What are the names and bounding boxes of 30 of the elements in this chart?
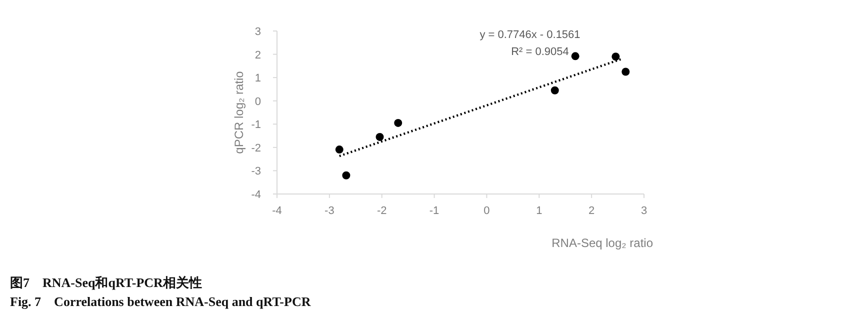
- point: [571, 52, 580, 60]
- point: [612, 52, 620, 61]
- x-tick-label: 2: [588, 205, 595, 217]
- point: [376, 132, 384, 141]
- y-tick-label: 1: [254, 72, 261, 85]
- x-tick-label: 3: [640, 205, 648, 217]
- y-axis-title: qPCR log₂ ratio: [232, 70, 246, 154]
- x-tick-label: -1: [429, 205, 440, 217]
- point: [335, 146, 344, 154]
- x-tick-label: -2: [376, 205, 387, 217]
- x-tick-label: -4: [272, 205, 282, 217]
- point: [342, 171, 350, 180]
- y-tick-label: 3: [254, 26, 261, 38]
- text: 图7 RNA-Seq和qRT-PCR相关性: [10, 275, 202, 290]
- y-tick-label: -4: [251, 189, 261, 201]
- annotation: y = 0.7746x - 0.1561: [480, 29, 580, 41]
- point: [394, 118, 402, 127]
- x-tick-label: -3: [324, 205, 334, 217]
- text: Fig. 7 Correlations between RNA-Seq and qRT-PCR: [10, 294, 312, 309]
- x-tick-label: 0: [484, 205, 490, 217]
- x-tick-label: 1: [536, 205, 542, 217]
- y-tick-label: -1: [251, 119, 261, 132]
- point: [622, 68, 630, 76]
- annotation: R² = 0.9054: [511, 46, 569, 58]
- y-tick-label: 2: [254, 49, 261, 62]
- point: [550, 86, 559, 94]
- x-axis-title: RNA-Seq log₂ ratio: [552, 236, 654, 250]
- y-tick-label: -2: [251, 142, 261, 154]
- y-tick-label: 0: [254, 96, 261, 108]
- y-tick-label: -3: [251, 166, 261, 178]
